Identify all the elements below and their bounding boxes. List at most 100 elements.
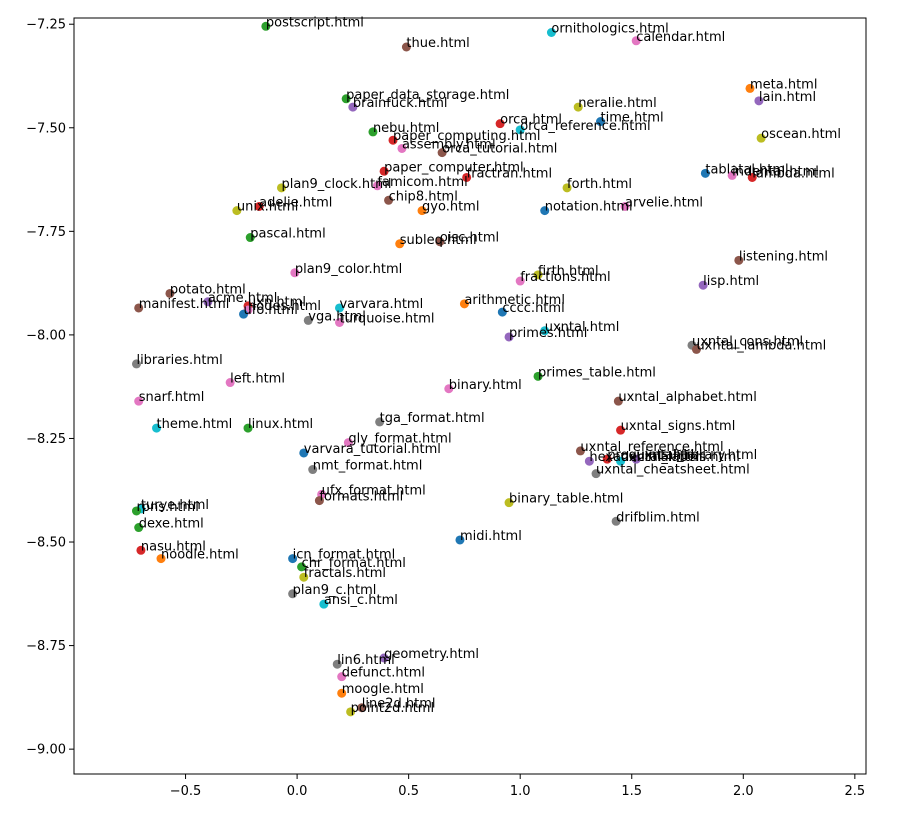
scatter-point — [131, 506, 141, 516]
point-label: midi.html — [460, 529, 522, 544]
point-labels: postscript.html thue.html ornithologics.ht… — [136, 15, 841, 716]
y-tick-label: −8.75 — [26, 639, 66, 654]
point-label: unix.html — [237, 200, 299, 215]
scatter-point — [591, 469, 601, 479]
point-label: moogle.html — [342, 682, 424, 697]
scatter-point — [611, 516, 621, 526]
point-label: theme.html — [157, 417, 233, 432]
scatter-point — [444, 384, 454, 394]
scatter-point — [332, 659, 342, 669]
scatter-point — [700, 168, 710, 178]
point-label: plan9_clock.html — [281, 177, 391, 192]
scatter-point — [540, 326, 550, 336]
y-tick-label: −7.75 — [26, 225, 66, 240]
scatter-point — [698, 280, 708, 290]
point-label: postscript.html — [266, 15, 364, 30]
point-label: ansi_c.html — [324, 593, 398, 608]
point-label: vga.html — [308, 309, 366, 324]
scatter-point — [288, 554, 298, 564]
point-label: primes_table.html — [538, 365, 656, 380]
scatter-point — [334, 317, 344, 327]
point-label: varvara_tutorial.html — [304, 442, 441, 457]
point-label: pascal.html — [250, 227, 325, 242]
point-label: uxntal_labels.html — [621, 450, 740, 465]
point-label: subleq.html — [400, 233, 477, 248]
scatter-point — [243, 423, 253, 433]
point-label: chip8.html — [389, 189, 458, 204]
point-label: fractran.html — [467, 166, 552, 181]
scatter-point — [754, 96, 764, 106]
scatter-point — [459, 299, 469, 309]
point-label: chr_format.html — [302, 556, 406, 571]
point-label: arvelie.html — [625, 195, 703, 210]
point-label: firth.html — [538, 264, 599, 279]
point-label: gyo.html — [422, 200, 479, 215]
point-label: noodle.html — [161, 548, 239, 563]
point-label: uxntal_alphabet.html — [618, 390, 756, 405]
scatter-point — [417, 206, 427, 216]
scatter-point — [343, 438, 353, 448]
point-label: binary.html — [449, 378, 522, 393]
point-label: indental.html — [732, 164, 819, 179]
point-label: uxntal_reference.html — [580, 440, 723, 455]
scatter-point — [379, 166, 389, 176]
point-label: line2d.html — [362, 697, 436, 712]
x-tick-label: 0.0 — [287, 784, 308, 799]
scatter-point — [134, 523, 144, 533]
point-label: libraries.html — [136, 353, 222, 368]
scatter-point — [368, 127, 378, 137]
point-label: formats.html — [319, 490, 403, 505]
scatter-point — [495, 119, 505, 129]
scatter-point — [515, 276, 525, 286]
scatter-point — [533, 371, 543, 381]
point-label: uxntal_signs.html — [621, 419, 736, 434]
scatter-point — [276, 183, 286, 193]
scatter-point — [435, 237, 445, 247]
point-label: uxntal_library.html — [636, 448, 757, 463]
point-label: primes.html — [509, 326, 587, 341]
point-label: neralie.html — [578, 96, 657, 111]
point-label: adelie.html — [259, 195, 332, 210]
scatter-point — [573, 102, 583, 112]
scatter-point — [290, 268, 300, 278]
point-label: uxntal.html — [545, 320, 620, 335]
x-tick-label: 1.0 — [510, 784, 531, 799]
scatter-point — [575, 446, 585, 456]
point-label: defunct.html — [342, 666, 425, 681]
scatter-point — [584, 456, 594, 466]
point-label: listening.html — [739, 249, 828, 264]
point-label: snarf.html — [139, 390, 205, 405]
scatter-point — [745, 83, 755, 93]
point-label: assembly.html — [402, 137, 496, 152]
point-label: thue.html — [406, 36, 469, 51]
scatter-point — [379, 653, 389, 663]
point-label: uxn.html — [248, 295, 306, 310]
point-label: uxntal_cons.html — [692, 334, 803, 349]
scatter-point — [131, 359, 141, 369]
y-tick-label: −8.00 — [26, 328, 66, 343]
x-tick-label: 0.5 — [398, 784, 419, 799]
point-label: paper_data_storage.html — [346, 88, 509, 103]
y-tick-label: −8.50 — [26, 536, 66, 551]
plot-frame — [73, 17, 867, 775]
point-label: rpns.html — [136, 500, 198, 515]
scatter-point — [165, 288, 175, 298]
point-label: varvara.html — [339, 297, 423, 312]
scatter-point — [596, 117, 606, 127]
scatter-point — [613, 396, 623, 406]
point-label: left.html — [230, 372, 285, 387]
scatter-point — [616, 456, 626, 466]
scatter-point — [504, 498, 514, 508]
x-tick-label: 2.0 — [733, 784, 754, 799]
scatter-point — [747, 172, 757, 182]
scatter-point — [319, 599, 329, 609]
scatter-point — [348, 102, 358, 112]
point-label: potato.html — [170, 282, 246, 297]
point-label: meta.html — [750, 77, 817, 92]
scatter-point — [734, 255, 744, 265]
scatter-point — [346, 707, 356, 717]
scatter-point — [232, 206, 242, 216]
x-tick-label: −0.5 — [170, 784, 202, 799]
point-label: lin6.html — [337, 653, 394, 668]
point-label: paper_computing.html — [393, 129, 541, 144]
